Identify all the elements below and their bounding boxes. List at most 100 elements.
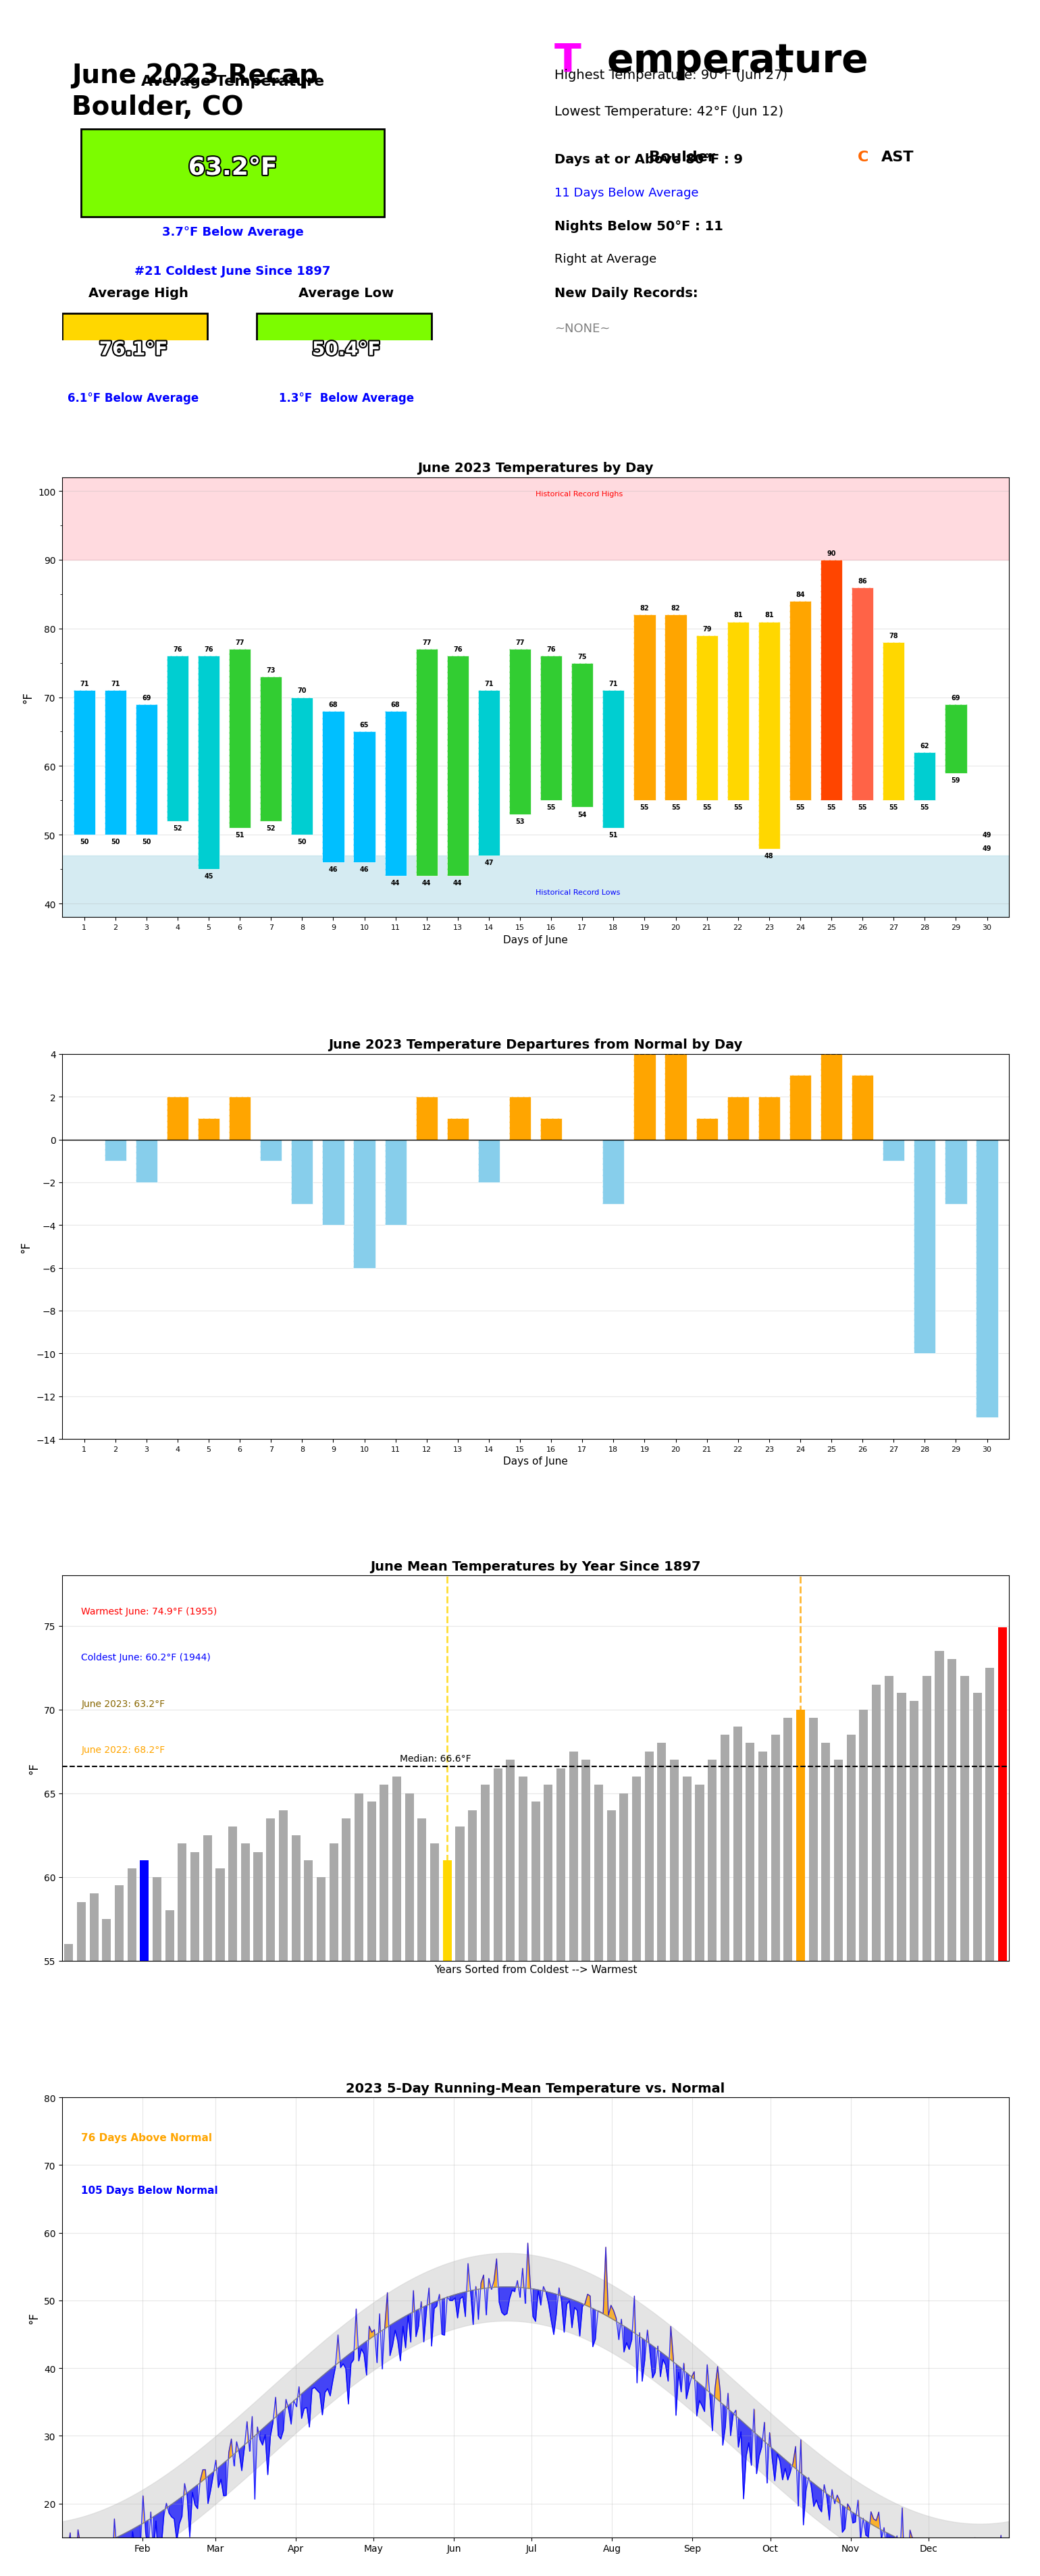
Bar	[342, 1819, 350, 1960]
Text: 69: 69	[952, 696, 960, 701]
Bar	[354, 1139, 375, 1267]
Bar	[229, 1097, 251, 1139]
Bar	[135, 1139, 157, 1182]
Bar	[809, 1718, 817, 1960]
Bar	[510, 649, 531, 814]
Bar	[416, 649, 438, 876]
Bar	[633, 616, 655, 801]
Text: 70: 70	[297, 688, 307, 696]
Bar	[102, 1919, 111, 1960]
Bar	[847, 1734, 856, 1960]
Text: 55: 55	[827, 804, 836, 811]
Bar	[89, 1893, 99, 1960]
Bar	[708, 1759, 717, 1960]
Bar	[821, 989, 842, 1139]
Bar	[977, 1139, 998, 1417]
Bar	[73, 690, 95, 835]
Bar	[602, 1139, 624, 1203]
Text: 82: 82	[671, 605, 680, 611]
Bar	[556, 1767, 566, 1960]
Bar	[910, 1700, 918, 1960]
Bar	[316, 1878, 326, 1960]
Bar	[682, 1777, 692, 1960]
Text: 50: 50	[141, 840, 151, 845]
Bar	[260, 677, 282, 822]
Bar	[510, 649, 531, 814]
FancyBboxPatch shape	[62, 314, 207, 381]
Bar	[883, 1139, 905, 1162]
Bar	[834, 1759, 842, 1960]
X-axis label: Days of June: Days of June	[503, 935, 568, 945]
Bar	[135, 706, 157, 835]
Text: 81: 81	[764, 613, 774, 618]
Bar	[758, 621, 780, 850]
Text: 68: 68	[391, 701, 400, 708]
Bar	[883, 641, 905, 801]
Text: 55: 55	[889, 804, 899, 811]
Text: 46: 46	[329, 866, 338, 873]
Bar	[114, 1886, 124, 1960]
Bar	[602, 690, 624, 829]
Text: 54: 54	[578, 811, 587, 817]
Text: Historical Record Highs: Historical Record Highs	[536, 492, 623, 497]
Bar	[872, 1685, 881, 1960]
Bar	[198, 657, 219, 871]
Bar	[884, 1677, 893, 1960]
Bar	[822, 1744, 830, 1960]
Bar	[922, 1677, 931, 1960]
Bar	[665, 1054, 686, 1139]
Bar	[945, 1139, 967, 1203]
Bar	[696, 1118, 718, 1139]
Text: June 2023: 63.2°F: June 2023: 63.2°F	[81, 1700, 165, 1708]
Bar	[977, 1139, 998, 1417]
FancyBboxPatch shape	[81, 129, 384, 216]
Text: 59: 59	[952, 778, 960, 783]
Text: Average High: Average High	[88, 286, 188, 299]
Text: 71: 71	[608, 680, 618, 688]
Text: Nights Below 50°F : 11: Nights Below 50°F : 11	[554, 219, 723, 232]
Text: Highest Temperature: 90°F (Jun 27): Highest Temperature: 90°F (Jun 27)	[554, 70, 787, 82]
Bar	[665, 616, 686, 801]
Bar	[620, 1793, 628, 1960]
Bar	[291, 1139, 313, 1203]
Bar	[354, 1139, 375, 1267]
Bar	[972, 1692, 982, 1960]
Text: 75: 75	[578, 654, 587, 659]
Bar	[758, 1097, 780, 1139]
Bar	[215, 1868, 225, 1960]
Bar	[229, 1826, 237, 1960]
Bar	[304, 1860, 313, 1960]
Bar	[821, 989, 842, 1139]
Bar	[127, 1868, 136, 1960]
Bar	[935, 1651, 944, 1960]
Bar	[291, 698, 313, 835]
Bar	[385, 1139, 407, 1226]
Text: 63.2°F: 63.2°F	[188, 157, 278, 180]
Bar	[254, 1852, 262, 1960]
Bar	[198, 657, 219, 871]
Bar	[330, 1844, 338, 1960]
Bar	[367, 1801, 376, 1960]
Bar	[322, 711, 344, 863]
Bar	[783, 1718, 792, 1960]
Title: June Mean Temperatures by Year Since 1897: June Mean Temperatures by Year Since 189…	[370, 1561, 701, 1574]
Bar	[478, 1139, 500, 1182]
Bar	[447, 657, 469, 876]
Bar	[746, 1744, 755, 1960]
Text: 49: 49	[983, 845, 991, 853]
Bar	[447, 1118, 469, 1139]
Bar	[544, 1785, 552, 1960]
Bar	[140, 1860, 149, 1960]
Text: 44: 44	[422, 881, 432, 886]
Bar	[540, 657, 562, 801]
Bar	[447, 1118, 469, 1139]
Bar	[447, 657, 469, 876]
Bar	[468, 1811, 477, 1960]
Bar	[789, 1077, 811, 1139]
Text: 77: 77	[516, 639, 524, 647]
Text: Lowest Temperature: 42°F (Jun 12): Lowest Temperature: 42°F (Jun 12)	[554, 106, 783, 118]
Bar	[416, 649, 438, 876]
Bar	[914, 1139, 936, 1352]
Text: 50: 50	[111, 840, 120, 845]
Bar	[914, 1139, 936, 1352]
